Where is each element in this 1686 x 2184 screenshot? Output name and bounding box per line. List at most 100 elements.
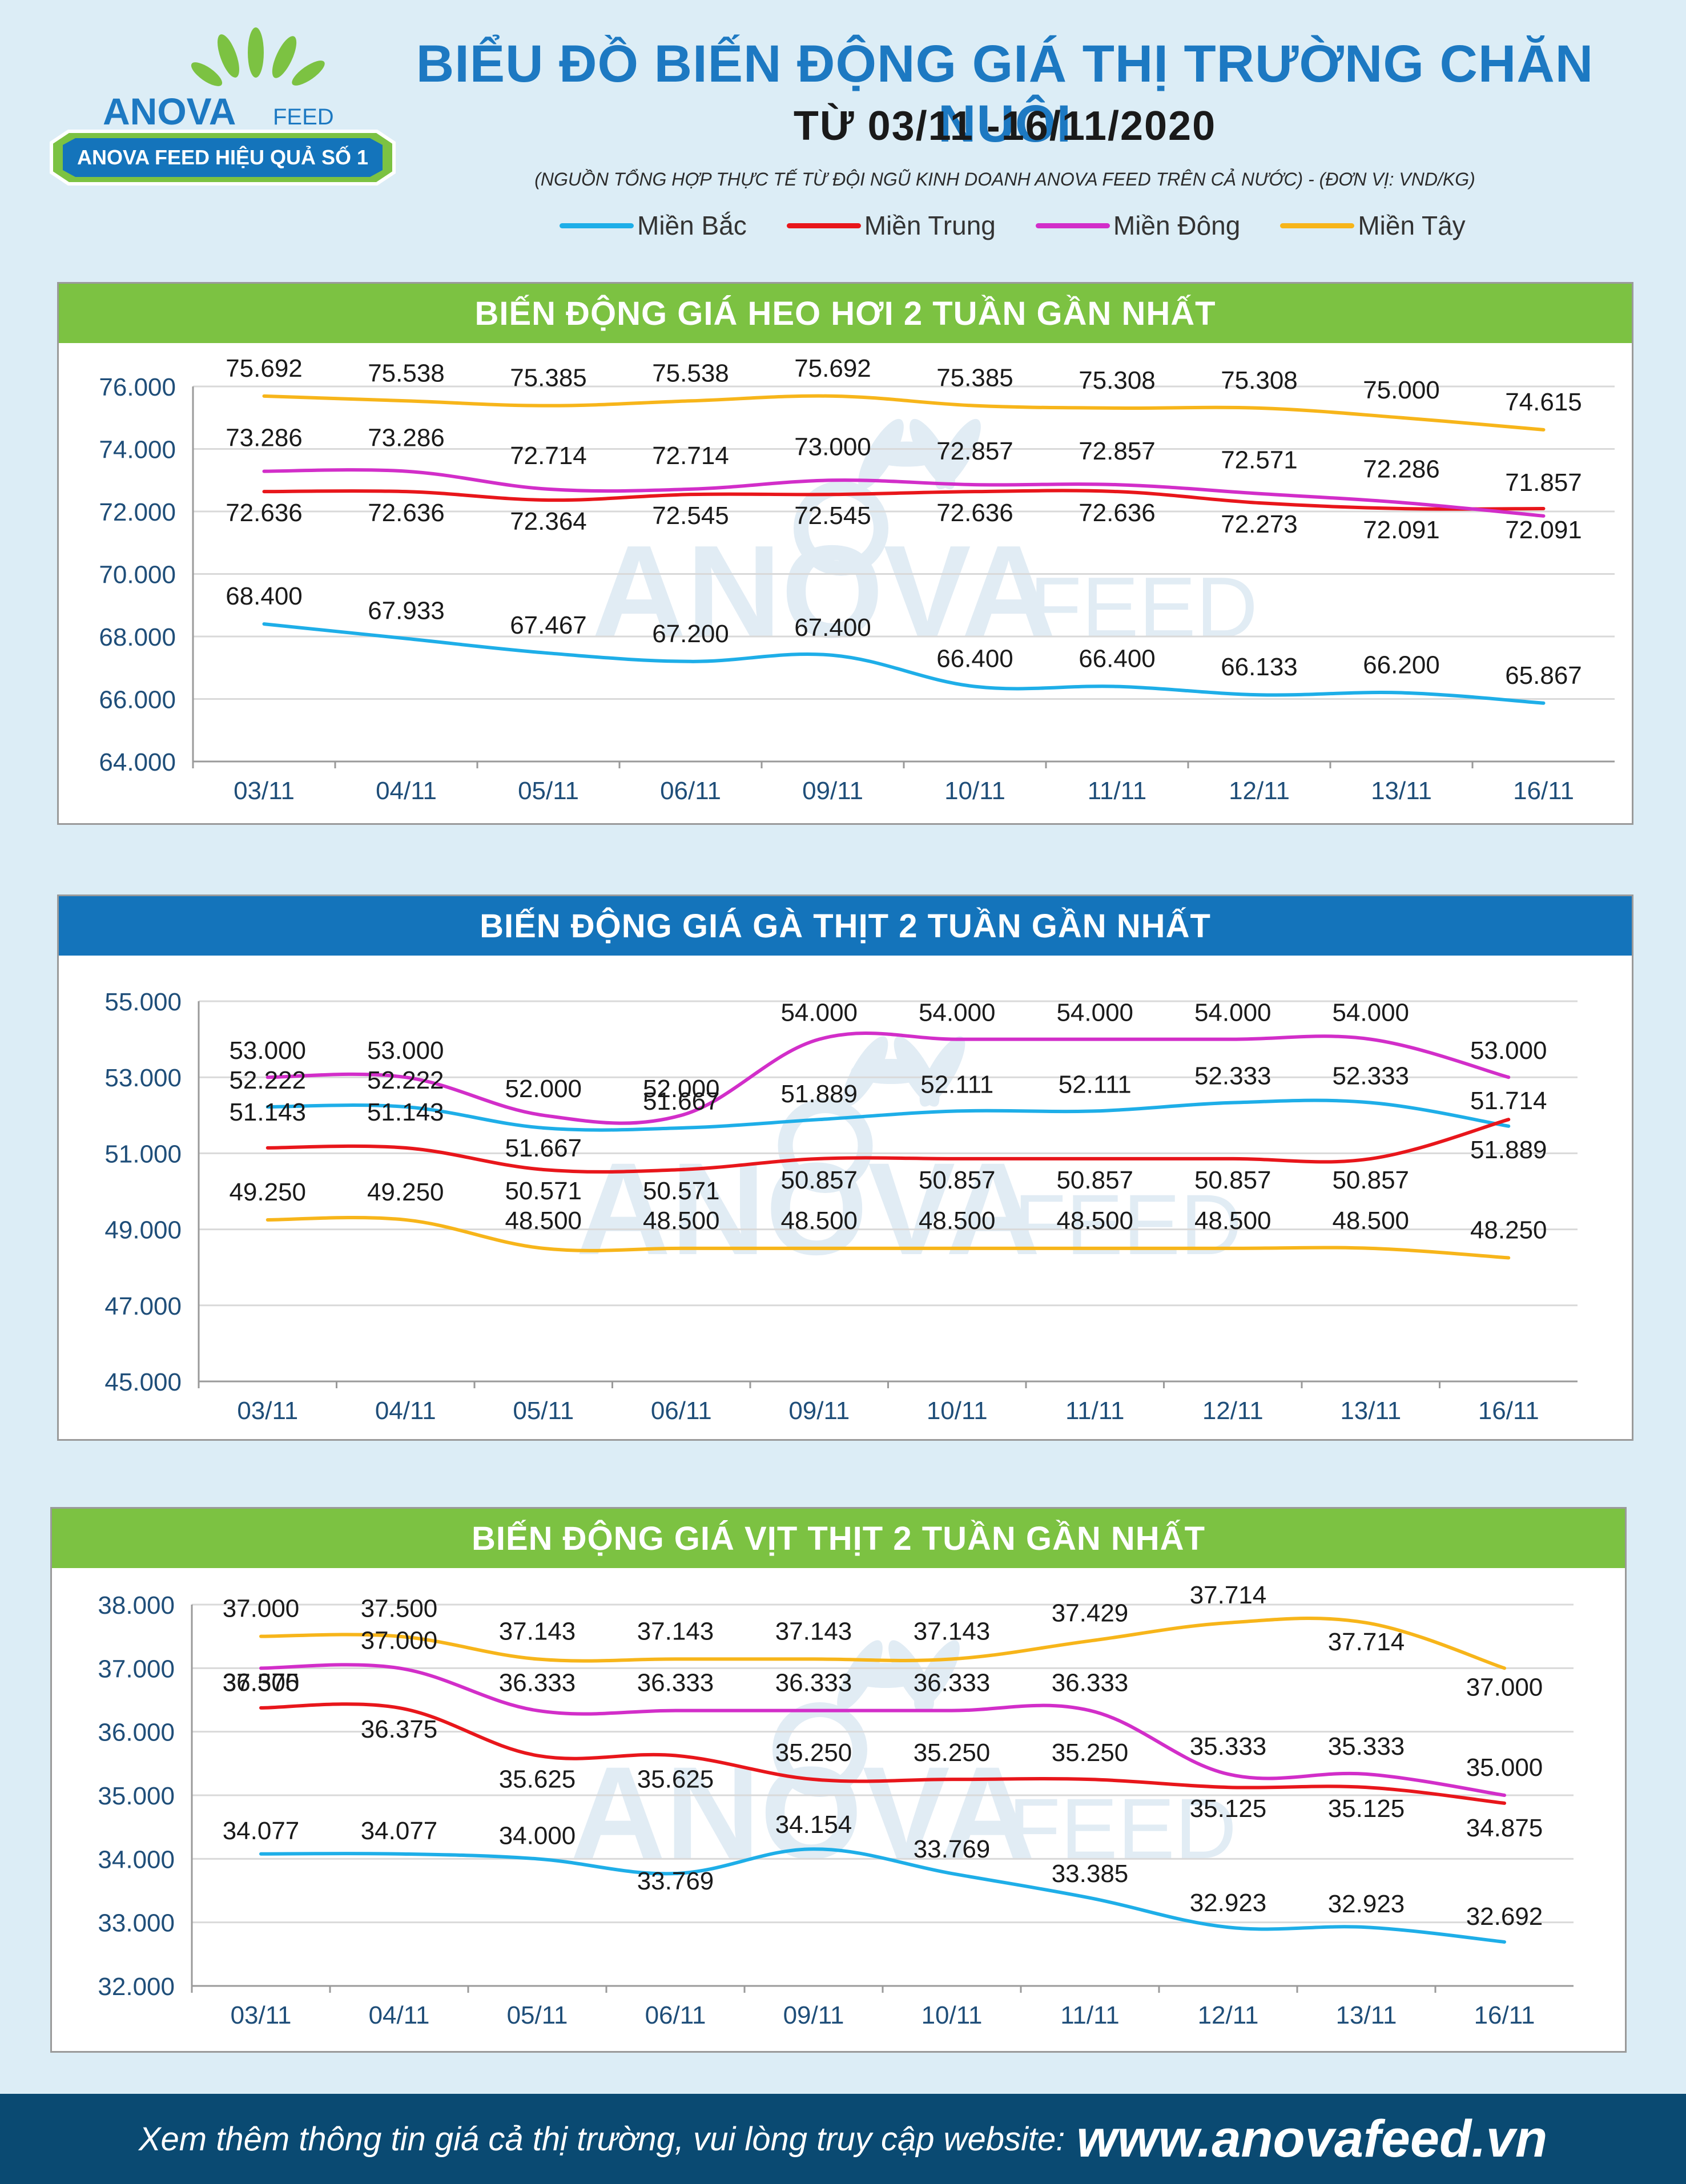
line-chart-chicken: ANOVAFEED45.00047.00049.00051.00053.0005… <box>104 988 1578 1425</box>
watermark-text: ANOVA <box>591 518 1056 665</box>
data-label: 37.143 <box>914 1617 991 1645</box>
data-label: 53.000 <box>229 1037 306 1065</box>
data-label: 35.333 <box>1328 1732 1405 1760</box>
x-tick-label: 11/11 <box>1060 2001 1120 2029</box>
series-line-4 <box>262 394 1546 432</box>
data-label: 35.000 <box>1466 1754 1543 1782</box>
x-tick-label: 16/11 <box>1513 777 1574 805</box>
data-label: 65.867 <box>1505 662 1582 690</box>
data-label: 75.692 <box>226 354 303 382</box>
data-label: 35.625 <box>499 1765 576 1793</box>
series-line-4 <box>265 1215 1511 1260</box>
data-label: 72.545 <box>652 502 729 530</box>
data-label: 50.571 <box>643 1177 720 1205</box>
x-tick-label: 12/11 <box>1229 777 1290 805</box>
data-label: 37.429 <box>1052 1599 1129 1627</box>
data-label: 36.333 <box>914 1669 991 1697</box>
y-tick-label: 66.000 <box>99 686 176 714</box>
data-label: 71.857 <box>1505 469 1582 497</box>
data-label: 72.286 <box>1363 455 1440 483</box>
data-label: 50.571 <box>505 1177 582 1205</box>
legend-label: Miền Đông <box>1113 211 1241 240</box>
data-label: 75.385 <box>936 364 1013 392</box>
data-label: 54.000 <box>780 999 858 1027</box>
data-label: 74.615 <box>1505 388 1582 416</box>
data-label: 52.000 <box>643 1075 720 1103</box>
data-label: 51.143 <box>229 1098 306 1126</box>
website-link[interactable]: www.anovafeed.vn <box>1076 2109 1548 2168</box>
data-label: 37.000 <box>223 1595 300 1623</box>
x-tick-label: 06/11 <box>651 1397 712 1425</box>
chart-panel-chicken: BIẾN ĐỘNG GIÁ GÀ THỊT 2 TUẦN GẦN NHẤT AN… <box>57 894 1633 1441</box>
x-tick-label: 16/11 <box>1474 2001 1535 2029</box>
watermark-text: ANOVA <box>570 1739 1035 1886</box>
data-label: 48.500 <box>919 1207 996 1235</box>
data-label: 32.923 <box>1328 1890 1405 1918</box>
x-tick-label: 04/11 <box>369 2001 430 2029</box>
chart-panel-duck: BIẾN ĐỘNG GIÁ VỊT THỊT 2 TUẦN GẦN NHẤT A… <box>50 1507 1627 2053</box>
data-label: 34.077 <box>223 1817 300 1845</box>
data-label: 37.500 <box>223 1669 300 1697</box>
y-tick-label: 55.000 <box>104 988 182 1016</box>
data-label: 73.286 <box>226 424 303 452</box>
data-label: 75.385 <box>510 364 587 392</box>
brand-logo: ANOVA FEED ANOVA FEED HIỆU QUẢ SỐ 1 <box>40 23 405 194</box>
data-label: 37.143 <box>499 1617 576 1645</box>
data-label: 67.400 <box>794 614 871 642</box>
legend-swatch <box>560 223 634 228</box>
data-label: 75.308 <box>1221 366 1298 394</box>
footer-text: Xem thêm thông tin giá cả thị trường, vu… <box>138 2120 1065 2158</box>
data-label: 75.308 <box>1079 366 1156 394</box>
series-line-3 <box>262 468 1546 518</box>
data-label: 51.714 <box>1470 1087 1547 1115</box>
source-note: (NGUỒN TỔNG HỢP THỰC TẾ TỪ ĐỘI NGŨ KINH … <box>534 169 1475 190</box>
y-tick-label: 74.000 <box>99 436 176 464</box>
data-label: 51.889 <box>780 1080 858 1108</box>
data-label: 32.923 <box>1190 1889 1267 1917</box>
brand-name-a: ANOVA <box>103 90 236 132</box>
data-label: 51.667 <box>505 1134 582 1162</box>
data-label: 37.143 <box>775 1617 852 1645</box>
y-tick-label: 70.000 <box>99 561 176 589</box>
x-tick-label: 13/11 <box>1340 1397 1401 1425</box>
data-label: 50.857 <box>1332 1166 1409 1194</box>
data-label: 35.250 <box>914 1739 991 1767</box>
series-line-3 <box>259 1663 1506 1797</box>
data-label: 52.222 <box>367 1066 444 1094</box>
data-label: 35.333 <box>1190 1732 1267 1760</box>
data-label: 66.200 <box>1363 651 1440 679</box>
series-line-1 <box>262 622 1546 705</box>
data-label: 52.111 <box>1059 1070 1132 1098</box>
y-tick-label: 34.000 <box>98 1845 175 1873</box>
brand-name-b: FEED <box>273 104 334 130</box>
y-tick-label: 53.000 <box>104 1064 182 1092</box>
data-label: 52.333 <box>1332 1062 1409 1090</box>
x-tick-label: 06/11 <box>645 2001 706 2029</box>
data-label: 52.222 <box>229 1066 306 1094</box>
data-label: 75.538 <box>652 359 729 387</box>
watermark-circle <box>794 481 888 576</box>
data-label: 34.154 <box>775 1811 852 1839</box>
data-label: 72.571 <box>1221 446 1298 474</box>
watermark-text: FEED <box>1008 1780 1237 1876</box>
watermark-circle <box>778 1098 873 1193</box>
data-label: 72.857 <box>936 437 1013 465</box>
data-label: 33.769 <box>914 1835 991 1863</box>
x-tick-label: 13/11 <box>1371 777 1432 805</box>
chart-panel-pig: BIẾN ĐỘNG GIÁ HEO HƠI 2 TUẦN GẦN NHẤT AN… <box>57 282 1633 825</box>
x-tick-label: 12/11 <box>1198 2001 1259 2029</box>
series-line-1 <box>259 1847 1506 1944</box>
data-label: 34.077 <box>361 1817 438 1845</box>
data-label: 34.875 <box>1466 1814 1543 1842</box>
x-tick-label: 16/11 <box>1478 1397 1539 1425</box>
data-label: 72.857 <box>1079 437 1156 465</box>
y-tick-label: 49.000 <box>104 1216 182 1244</box>
data-label: 33.385 <box>1052 1860 1129 1888</box>
legend-item-mien-trung: Miền Trung <box>786 210 996 241</box>
legend-label: Miền Bắc <box>637 211 747 240</box>
x-tick-label: 09/11 <box>802 777 863 805</box>
data-label: 52.111 <box>920 1070 993 1098</box>
data-label: 72.714 <box>652 442 729 470</box>
